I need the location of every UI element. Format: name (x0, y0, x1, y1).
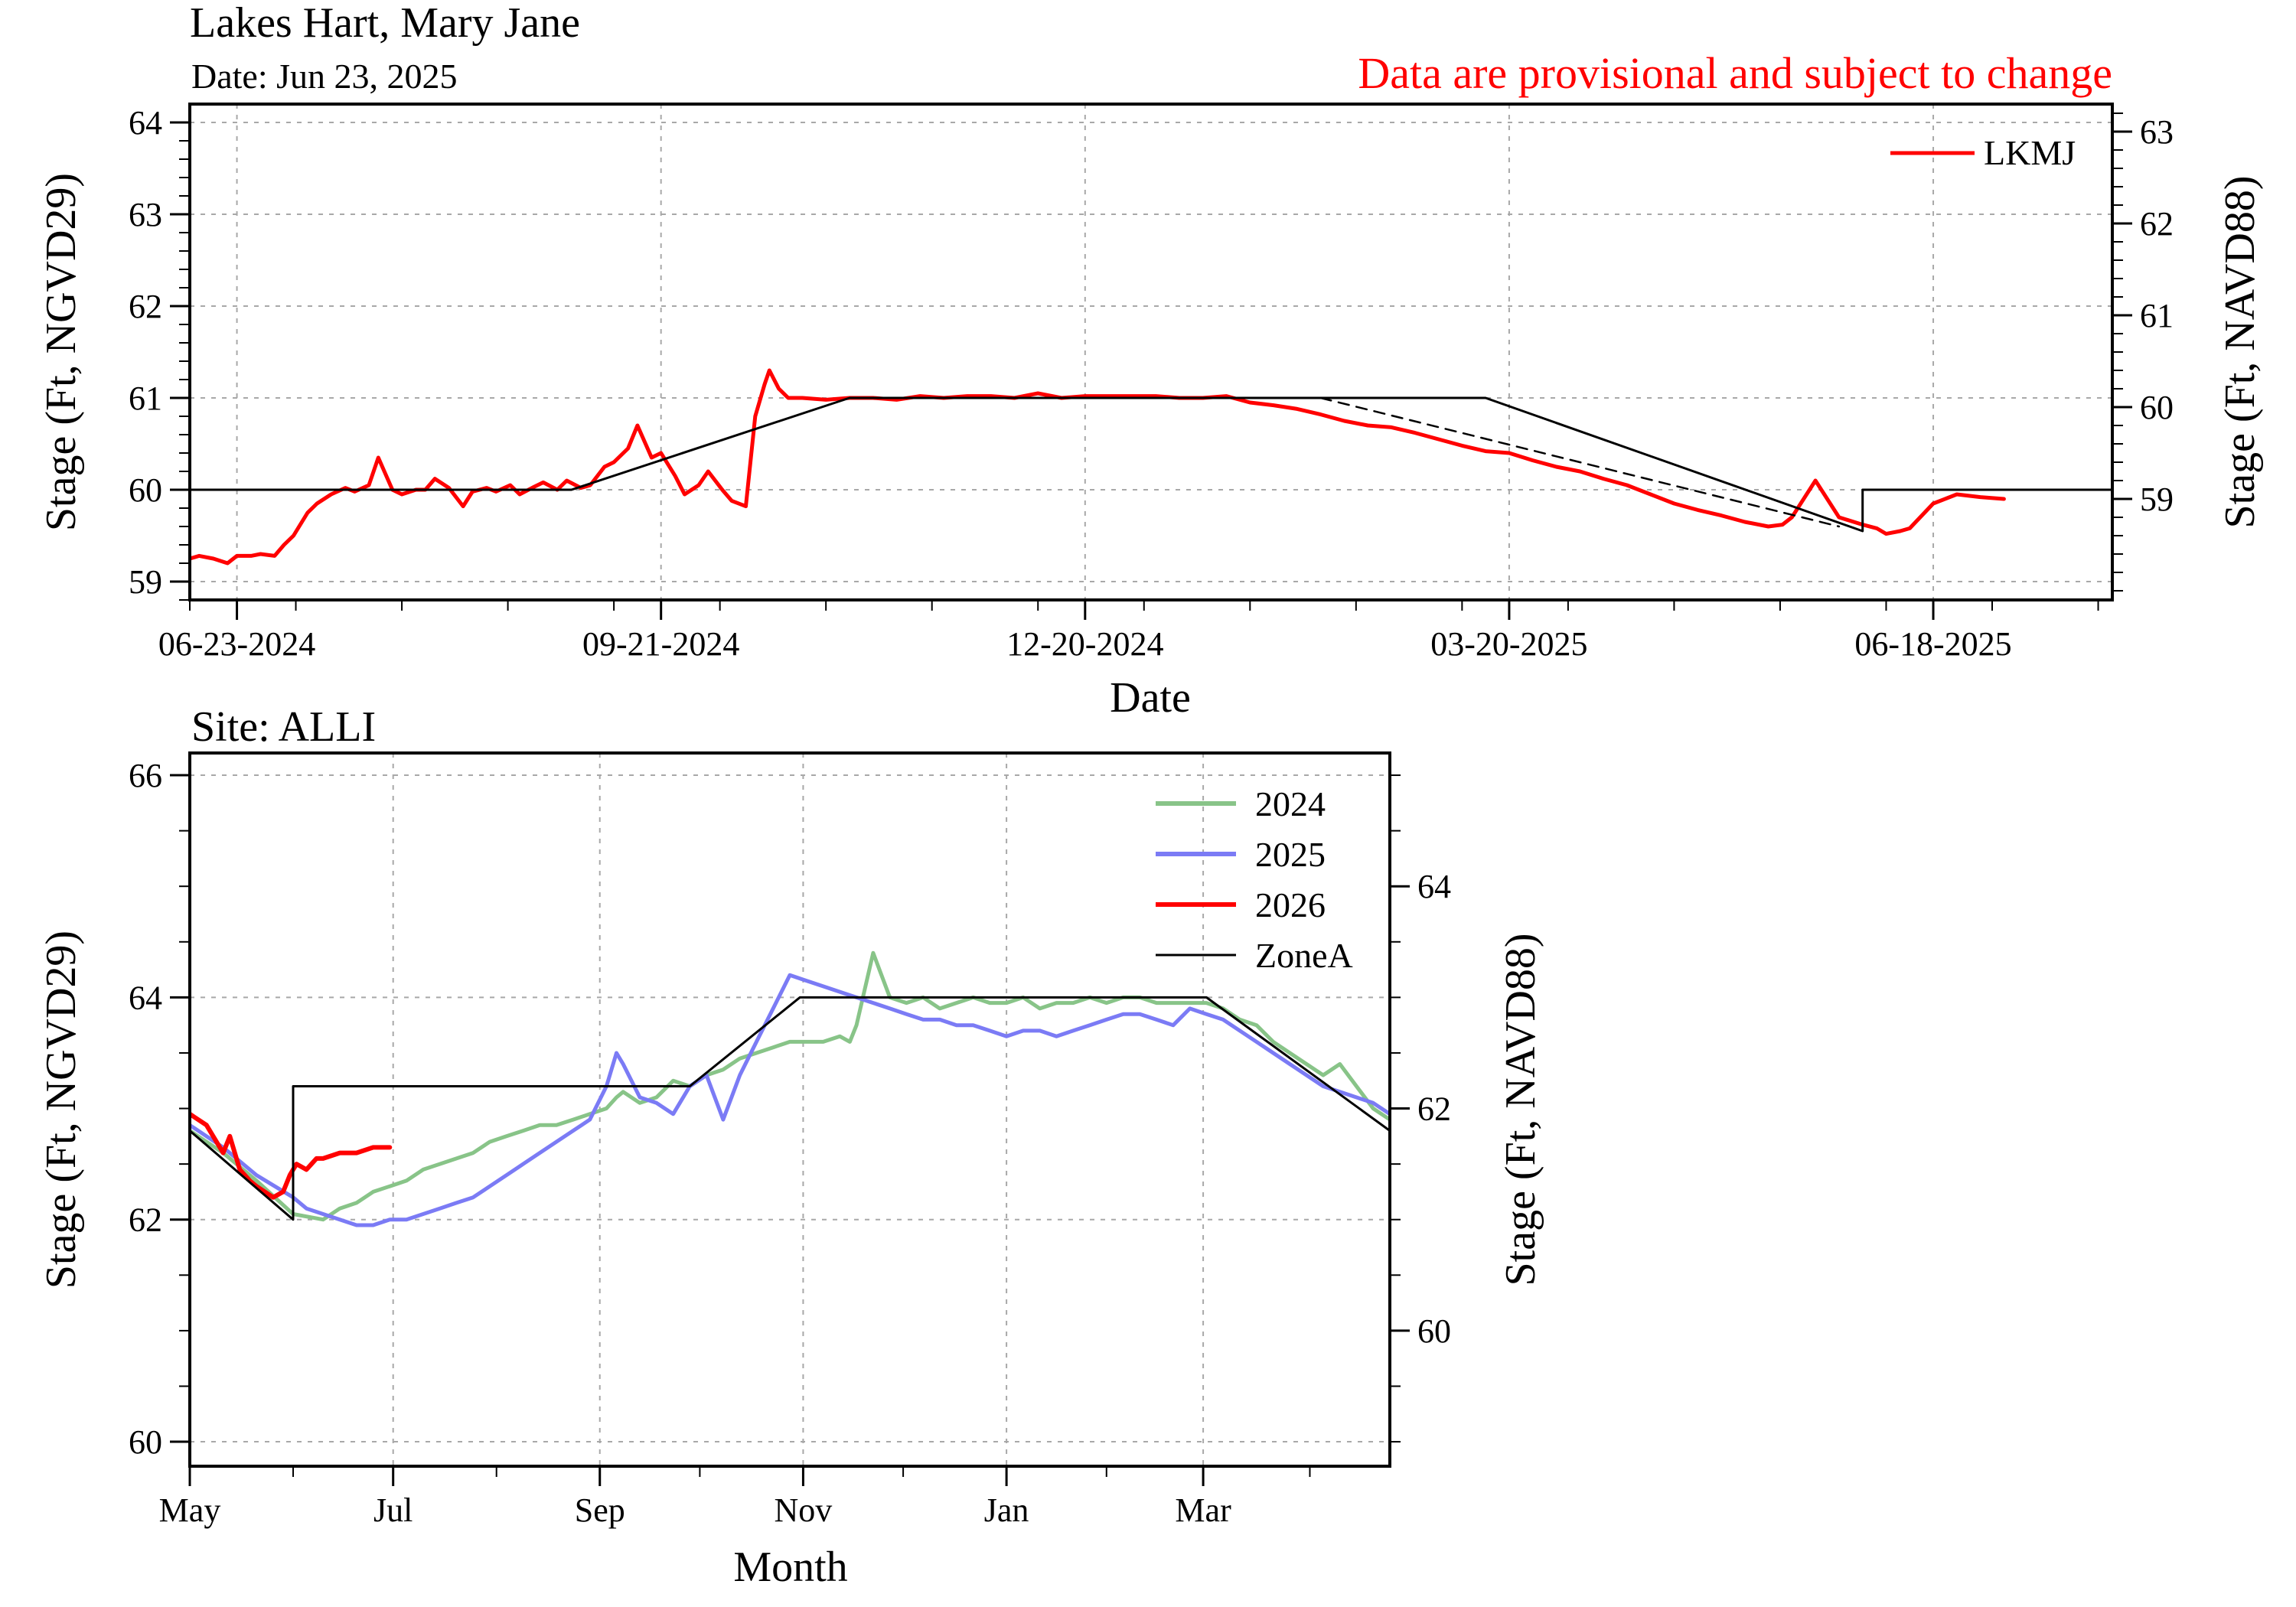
y2-tick-label: 64 (1417, 868, 1451, 905)
y2-tick-label: 63 (2140, 113, 2174, 151)
top-chart: Lakes Hart, Mary Jane Date: Jun 23, 2025… (38, 0, 2264, 722)
top-series (190, 368, 2112, 566)
bottom-right-y-axis-label: Stage (Ft, NAVD88) (1497, 934, 1544, 1286)
y2-tick-label: 60 (2140, 389, 2174, 426)
y-tick-label: 59 (129, 563, 162, 601)
top-ticks: 06-23-2024 09-21-2024 12-20-2024 03-20-2025… (129, 104, 2174, 663)
y2-tick-label: 59 (2140, 481, 2174, 518)
provisional-notice: Data are provisional and subject to chan… (1358, 48, 2112, 98)
y-tick-label: 64 (129, 104, 162, 142)
x-tick-label: May (159, 1491, 221, 1529)
y-tick-label: 60 (129, 471, 162, 509)
legend-label-2024: 2024 (1255, 784, 1326, 823)
bottom-ticks: May Jul Sep Nov Jan Mar 60 62 64 66 60 62 64 (129, 757, 1451, 1529)
series-line-zone-dashed- (1319, 396, 1841, 528)
y-tick-label: 66 (129, 757, 162, 794)
bottom-plot-frame (188, 751, 1391, 1468)
bottom-site-label: Site: ALLI (191, 703, 376, 751)
top-legend: LKMJ (1890, 133, 2076, 172)
x-tick-label: 06-18-2025 (1854, 625, 2011, 663)
top-chart-date: Date: Jun 23, 2025 (191, 57, 458, 96)
y-tick-label: 60 (129, 1423, 162, 1461)
series-line-2025 (190, 973, 1390, 1227)
x-tick-label: Mar (1175, 1491, 1231, 1529)
x-tick-label: 09-21-2024 (582, 625, 739, 663)
x-tick-label: 06-23-2024 (158, 625, 315, 663)
x-tick-label: 12-20-2024 (1006, 625, 1163, 663)
y2-tick-label: 62 (1417, 1090, 1451, 1128)
x-tick-label: Jul (373, 1491, 413, 1529)
legend-label-2025: 2025 (1255, 835, 1326, 874)
y-tick-label: 63 (129, 196, 162, 233)
bottom-series (190, 950, 1390, 1227)
series-line-2024 (190, 950, 1390, 1222)
top-grid (190, 104, 2112, 600)
bottom-chart: Site: ALLI May Jul Sep Nov Jan Mar 60 62 64 66 60 6… (38, 703, 1544, 1591)
series-line-zonea (190, 996, 1390, 1221)
top-right-y-axis-label: Stage (Ft, NAVD88) (2216, 176, 2264, 529)
top-left-y-axis-label: Stage (Ft, NGVD29) (38, 173, 85, 531)
y-tick-label: 62 (129, 288, 162, 325)
x-tick-label: Jan (984, 1491, 1029, 1529)
legend-label-zonea: ZoneA (1255, 936, 1353, 975)
legend-label-2026: 2026 (1255, 885, 1326, 924)
series-line-zone (190, 396, 2112, 533)
bottom-x-axis-label: Month (733, 1543, 847, 1591)
y2-tick-label: 60 (1417, 1312, 1451, 1350)
bottom-grid (189, 753, 1390, 1466)
bottom-left-y-axis-label: Stage (Ft, NGVD29) (38, 931, 85, 1289)
y-tick-label: 64 (129, 979, 162, 1016)
x-tick-label: Sep (575, 1491, 625, 1529)
y-tick-label: 62 (129, 1201, 162, 1239)
top-plot-frame (188, 103, 2114, 601)
y2-tick-label: 62 (2140, 205, 2174, 243)
y2-tick-label: 61 (2140, 297, 2174, 334)
x-tick-label: Nov (775, 1491, 833, 1529)
y-tick-label: 61 (129, 380, 162, 417)
bottom-legend: 2024 2025 2026 ZoneA (1156, 784, 1353, 975)
x-tick-label: 03-20-2025 (1430, 625, 1587, 663)
top-x-axis-label: Date (1110, 674, 1191, 722)
top-chart-title: Lakes Hart, Mary Jane (190, 0, 580, 47)
series-line-2026 (190, 1111, 393, 1200)
legend-label-lkmj: LKMJ (1984, 133, 2076, 172)
